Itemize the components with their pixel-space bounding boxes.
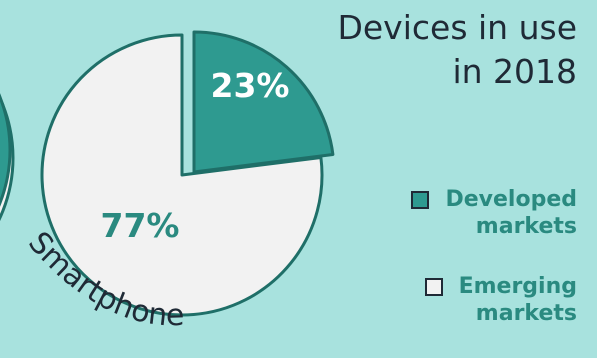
legend-label-emerging-line-1: Emerging bbox=[458, 274, 577, 299]
legend-label-developed-line-2: markets bbox=[475, 214, 577, 239]
pie-label-developed: 23% bbox=[211, 66, 290, 105]
legend-swatch-emerging bbox=[424, 277, 443, 296]
legend-label-emerging-line-2: markets bbox=[475, 301, 577, 326]
chart-title-line-1: Devices in use bbox=[337, 8, 577, 47]
pie-slice-developed bbox=[192, 30, 335, 174]
pie-slice-emerging bbox=[40, 33, 324, 317]
legend-item-emerging: Emerging markets bbox=[424, 273, 577, 327]
pie-slice-labels: 23% 77% bbox=[101, 66, 290, 245]
legend-item-developed: Developed markets bbox=[411, 186, 577, 240]
legend-swatch-developed bbox=[411, 190, 430, 209]
pie-label-emerging: 77% bbox=[101, 206, 180, 245]
chart-title-line-2: in 2018 bbox=[452, 52, 577, 91]
legend-label-developed-line-1: Developed bbox=[445, 187, 577, 212]
neighbor-pie-inner bbox=[0, 93, 12, 207]
pie-slices bbox=[40, 30, 335, 317]
